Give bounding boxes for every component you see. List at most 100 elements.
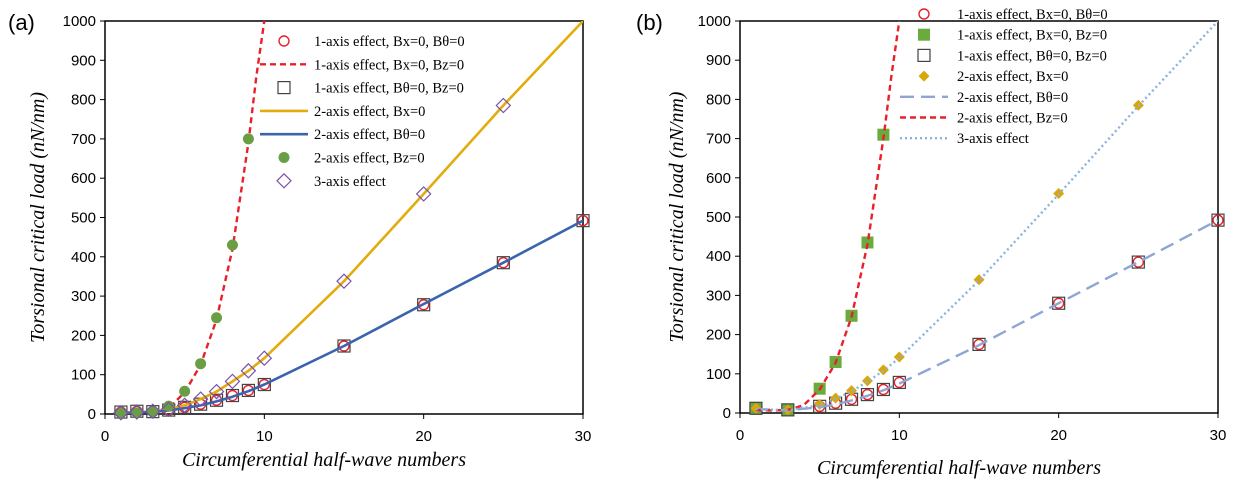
data-point [1131,255,1145,269]
series-7 [113,97,512,421]
y-tick-label: 900 [71,52,96,69]
data-point [163,400,175,412]
legend-item: 2-axis effect, Bz=0 [900,111,1068,127]
x-tick-label: 20 [1050,427,1067,444]
series-5 [755,219,1218,412]
y-tick-label: 500 [706,209,731,226]
data-point [241,383,255,398]
legend-label: 2-axis effect, Bz=0 [314,151,425,167]
y-tick-label: 300 [706,287,731,304]
data-point [861,375,873,387]
data-point [242,133,254,145]
legend-swatch-marker [917,48,931,63]
data-point [861,236,874,249]
y-tick-label: 200 [706,327,731,344]
data-point [1211,213,1225,227]
data-point [113,404,129,421]
legend-swatch-marker [918,28,930,41]
legend-label: 1-axis effect, Bx=0, Bz=0 [314,57,464,73]
y-tick-label: 300 [71,288,96,305]
legend: 1-axis effect, Bx=0, Bθ=0 1-axis effect, … [260,34,465,190]
data-point [211,312,223,324]
x-tick-label: 0 [736,427,744,444]
legend-item: 3-axis effect [900,131,1029,147]
legend-label: 1-axis effect, Bθ=0, Bz=0 [957,48,1107,64]
y-tick-label: 900 [706,52,731,69]
x-axis-title: Circumferential half-wave numbers [817,457,1101,479]
series-line [755,219,1218,412]
legend-item: 2-axis effect, Bz=0 [278,151,425,167]
data-point [1052,297,1065,309]
y-tick-label: 700 [71,131,96,148]
data-point [1132,256,1145,268]
legend-item: 1-axis effect, Bθ=0, Bz=0 [277,80,464,97]
legend: 1-axis effect, Bx=0, Bθ=0 1-axis effect, … [900,7,1108,147]
x-tick-label: 30 [575,428,592,445]
x-tick-label: 10 [256,428,273,445]
legend-label: 3-axis effect [314,174,386,190]
data-point [496,256,510,270]
y-axis-title: Torsional critical load (nN/nm) [666,91,688,342]
data-point [224,373,241,390]
legend-label: 2-axis effect, Bθ=0 [957,90,1068,106]
data-point [258,378,271,391]
legend-label: 1-axis effect, Bx=0, Bθ=0 [957,7,1108,23]
data-point [256,350,273,367]
data-point [417,298,431,312]
y-tick-label: 700 [706,131,731,148]
data-point [846,385,858,397]
legend-item: 2-axis effect, Bx=0 [260,104,425,120]
data-point [972,337,986,351]
x-axis-title: Circumferential half-wave numbers [182,449,466,471]
legend-item: 1-axis effect, Bx=0, Bθ=0 [278,34,465,50]
data-point [877,364,889,376]
data-point [1052,296,1066,310]
series-line [755,21,901,412]
legend-item: 2-axis effect, Bx=0 [918,69,1068,85]
legend-label: 2-axis effect, Bθ=0 [314,127,425,143]
legend-swatch-marker [277,80,291,95]
legend-label: 3-axis effect [957,131,1029,147]
data-point [115,407,127,419]
data-point [495,97,512,114]
series-line [120,21,266,414]
legend-item: 2-axis effect, Bθ=0 [260,127,425,143]
y-tick-label: 800 [706,91,731,108]
y-tick-label: 0 [88,406,96,423]
data-point [417,299,430,311]
y-tick-label: 200 [71,327,96,344]
panel-a: (a) 0 100 200 300 400 500 600 700 800 900 1000 0 10 20… [8,10,591,471]
y-tick-label: 1000 [698,13,731,30]
series-6 [755,21,901,412]
series-line [755,21,1218,412]
data-point [208,383,225,400]
panel-label: (b) [636,10,663,35]
data-point [160,401,177,418]
y-tick-label: 100 [706,366,731,383]
legend-item: 3-axis effect [276,172,386,190]
y-axis-title: Torsional critical load (nN/nm) [27,92,49,343]
panel-label: (a) [8,10,35,35]
legend-label: 1-axis effect, Bx=0, Bz=0 [957,28,1107,44]
data-point [336,273,352,290]
series-7 [755,21,1218,412]
x-tick-label: 0 [101,428,109,445]
legend-swatch-marker [918,8,930,20]
data-point [338,340,350,352]
y-tick-label: 1000 [63,13,96,30]
data-point [415,186,432,202]
legend-label: 2-axis effect, Bz=0 [957,111,1068,127]
y-tick-label: 800 [71,92,96,109]
data-point [129,404,145,420]
legend-item: 1-axis effect, Bx=0, Bz=0 [260,57,464,73]
data-point [195,358,207,370]
legend-label: 1-axis effect, Bx=0, Bθ=0 [314,34,465,50]
data-point [240,362,257,379]
data-point [144,403,161,420]
legend-label: 2-axis effect, Bx=0 [957,69,1068,85]
legend-item: 2-axis effect, Bθ=0 [900,90,1068,106]
y-tick-label: 400 [706,248,731,265]
data-point [497,256,510,269]
x-tick-label: 30 [1210,427,1227,444]
